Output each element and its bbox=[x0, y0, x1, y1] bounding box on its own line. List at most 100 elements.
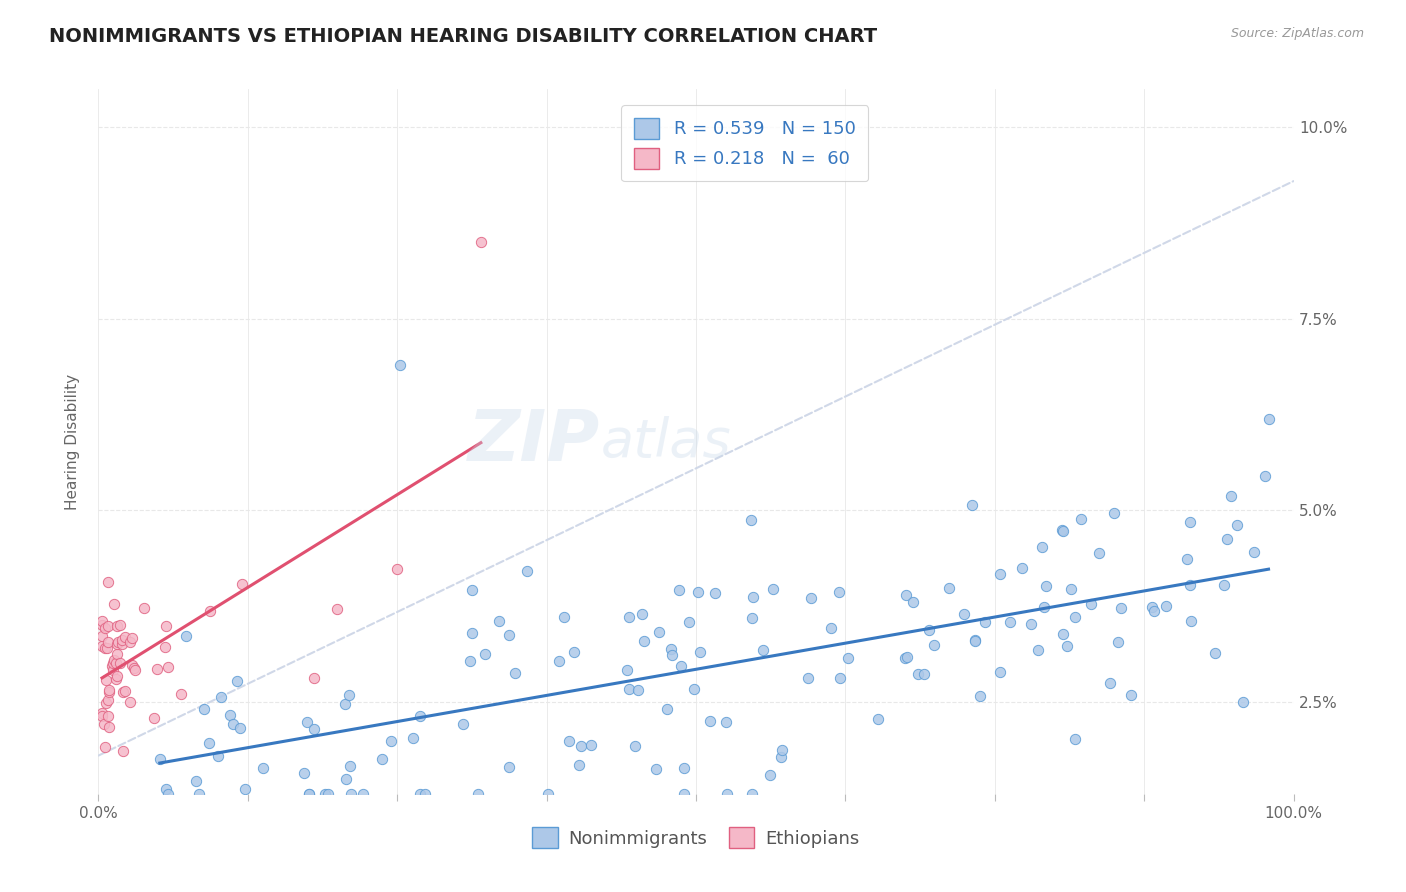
Point bbox=[103, 597, 125, 611]
Point bbox=[828, 584, 851, 599]
Point bbox=[198, 604, 221, 618]
Point bbox=[298, 787, 321, 801]
Point bbox=[176, 629, 198, 643]
Point bbox=[104, 673, 127, 687]
Point bbox=[1121, 689, 1143, 703]
Point bbox=[302, 722, 325, 736]
Point bbox=[631, 607, 654, 621]
Point bbox=[1226, 518, 1249, 533]
Point bbox=[740, 513, 762, 527]
Point bbox=[467, 787, 489, 801]
Point bbox=[1026, 643, 1049, 657]
Point bbox=[1154, 599, 1177, 613]
Point bbox=[1180, 578, 1202, 592]
Point bbox=[1204, 647, 1226, 661]
Point bbox=[105, 637, 128, 651]
Point bbox=[1254, 468, 1277, 483]
Point bbox=[91, 629, 114, 643]
Point bbox=[132, 600, 155, 615]
Point bbox=[326, 601, 349, 615]
Point bbox=[97, 693, 120, 707]
Point bbox=[170, 687, 193, 701]
Point bbox=[111, 685, 134, 699]
Point bbox=[1064, 610, 1087, 624]
Point bbox=[741, 611, 763, 625]
Point bbox=[952, 607, 974, 622]
Point bbox=[973, 615, 995, 629]
Point bbox=[207, 749, 229, 764]
Point bbox=[1087, 546, 1109, 560]
Point bbox=[105, 619, 128, 633]
Point bbox=[894, 589, 917, 603]
Point bbox=[918, 623, 941, 637]
Point bbox=[619, 681, 641, 696]
Point bbox=[96, 640, 118, 655]
Point bbox=[316, 787, 339, 801]
Point bbox=[461, 583, 484, 598]
Text: Source: ZipAtlas.com: Source: ZipAtlas.com bbox=[1230, 27, 1364, 40]
Point bbox=[118, 635, 141, 649]
Point bbox=[568, 757, 591, 772]
Point bbox=[548, 654, 571, 668]
Point bbox=[988, 566, 1011, 581]
Point bbox=[124, 663, 146, 677]
Point bbox=[186, 774, 208, 789]
Point bbox=[515, 565, 537, 579]
Point bbox=[385, 562, 409, 576]
Point bbox=[672, 787, 695, 801]
Point bbox=[371, 752, 394, 766]
Point bbox=[98, 719, 121, 733]
Point bbox=[91, 614, 114, 628]
Point bbox=[699, 714, 721, 728]
Point bbox=[229, 721, 252, 735]
Point bbox=[1064, 732, 1087, 747]
Point bbox=[451, 716, 474, 731]
Point bbox=[963, 632, 986, 647]
Point bbox=[716, 787, 738, 801]
Point bbox=[498, 759, 520, 773]
Point bbox=[689, 645, 711, 659]
Point bbox=[380, 734, 402, 748]
Point bbox=[105, 668, 128, 682]
Point bbox=[769, 749, 792, 764]
Point bbox=[1180, 515, 1202, 529]
Point bbox=[337, 688, 360, 702]
Point bbox=[91, 639, 114, 653]
Point bbox=[297, 787, 319, 801]
Point bbox=[562, 644, 585, 658]
Point bbox=[990, 665, 1012, 679]
Point bbox=[108, 618, 131, 632]
Point bbox=[969, 689, 991, 703]
Point bbox=[121, 657, 143, 672]
Point bbox=[114, 630, 136, 644]
Point bbox=[762, 582, 785, 596]
Point bbox=[1060, 582, 1083, 597]
Point bbox=[1180, 614, 1202, 628]
Point bbox=[558, 733, 581, 747]
Legend: Nonimmigrants, Ethiopians: Nonimmigrants, Ethiopians bbox=[526, 820, 866, 855]
Point bbox=[962, 498, 984, 512]
Point bbox=[409, 709, 432, 723]
Point bbox=[537, 787, 560, 801]
Point bbox=[209, 690, 232, 704]
Point bbox=[1111, 600, 1133, 615]
Point bbox=[314, 787, 336, 801]
Point bbox=[672, 761, 695, 775]
Point bbox=[1142, 599, 1164, 614]
Point bbox=[820, 621, 842, 635]
Point bbox=[91, 617, 114, 632]
Point bbox=[1080, 597, 1102, 611]
Point bbox=[901, 595, 924, 609]
Point bbox=[553, 609, 575, 624]
Point bbox=[233, 782, 256, 797]
Point bbox=[111, 637, 134, 651]
Text: NONIMMIGRANTS VS ETHIOPIAN HEARING DISABILITY CORRELATION CHART: NONIMMIGRANTS VS ETHIOPIAN HEARING DISAB… bbox=[49, 27, 877, 45]
Point bbox=[193, 702, 215, 716]
Point bbox=[335, 697, 357, 711]
Point bbox=[121, 631, 143, 645]
Point bbox=[661, 641, 683, 656]
Point bbox=[579, 738, 602, 752]
Point bbox=[893, 651, 915, 665]
Point bbox=[225, 674, 247, 689]
Point bbox=[292, 765, 315, 780]
